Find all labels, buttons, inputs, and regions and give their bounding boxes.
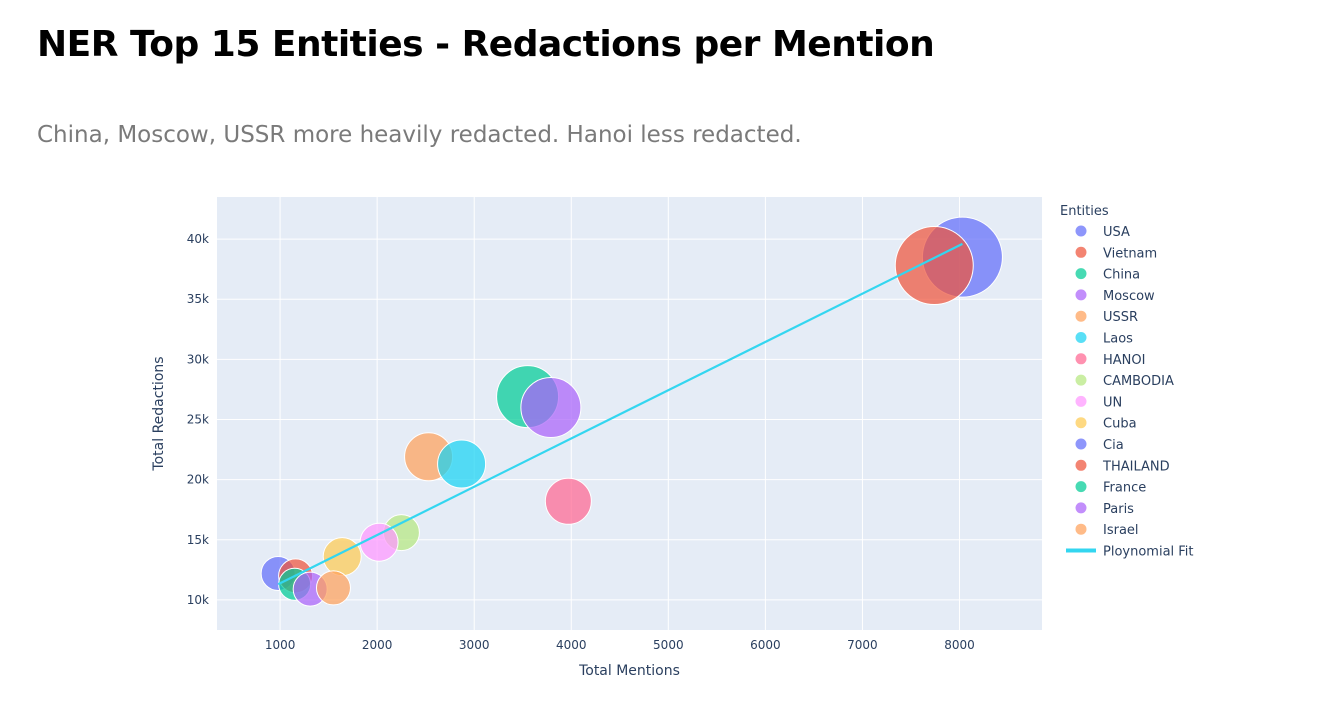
y-tick-label: 40k [187, 232, 209, 246]
legend-title: Entities [1060, 204, 1109, 219]
y-tick-label: 20k [187, 473, 209, 487]
legend-marker [1075, 289, 1087, 301]
legend-item-hanoi[interactable]: HANOI [1075, 353, 1146, 368]
legend-marker [1075, 374, 1087, 386]
legend-marker [1075, 332, 1087, 343]
bubble-hanoi[interactable] [544, 477, 592, 525]
legend-item-cambodia[interactable]: CAMBODIA [1075, 374, 1174, 389]
legend-label: France [1103, 481, 1146, 496]
legend-marker [1075, 438, 1087, 450]
legend-item-thailand[interactable]: THAILAND [1075, 459, 1170, 474]
legend-marker [1075, 353, 1087, 365]
legend: Entities USA Vietnam China Moscow USSR Laos HA… [1060, 204, 1194, 560]
y-tick-label: 35k [187, 292, 209, 306]
legend-label: USSR [1103, 310, 1138, 325]
y-tick-label: 15k [187, 533, 209, 547]
bubble-cuba[interactable] [322, 537, 362, 577]
y-tick-labels: 10k 15k 20k 25k 30k 35k 40k [187, 232, 209, 607]
legend-item-cuba[interactable]: Cuba [1075, 417, 1137, 432]
y-tick-label: 10k [187, 593, 209, 607]
x-axis-title: Total Mentions [578, 663, 680, 679]
legend-marker [1075, 225, 1087, 237]
bubble-vietnam[interactable] [894, 226, 974, 306]
legend-label: Vietnam [1103, 246, 1157, 261]
legend-marker [1075, 523, 1087, 535]
page-subtitle: China, Moscow, USSR more heavily redacte… [37, 122, 802, 148]
bubble-moscow[interactable] [520, 376, 582, 438]
legend-label: Cia [1103, 438, 1124, 453]
bubble-un[interactable] [359, 522, 399, 562]
x-tick-label: 8000 [944, 638, 975, 652]
legend-item-cia[interactable]: Cia [1075, 438, 1124, 453]
page-title: NER Top 15 Entities - Redactions per Men… [37, 24, 935, 65]
legend-item-moscow[interactable]: Moscow [1075, 289, 1156, 304]
y-gridlines [217, 238, 1042, 601]
legend-label: HANOI [1103, 353, 1145, 368]
legend-label: THAILAND [1102, 459, 1170, 474]
legend-marker [1075, 310, 1087, 322]
legend-item-fit[interactable]: Ploynomial Fit [1066, 545, 1194, 560]
legend-label: Laos [1103, 332, 1133, 347]
x-tick-label: 4000 [556, 638, 587, 652]
legend-marker [1075, 417, 1087, 429]
legend-label: Ploynomial Fit [1103, 545, 1194, 560]
x-tick-label: 2000 [362, 638, 393, 652]
x-tick-label: 5000 [653, 638, 684, 652]
x-tick-labels: 1000 2000 3000 4000 5000 6000 7000 8000 [265, 638, 975, 652]
x-tick-label: 1000 [265, 638, 296, 652]
legend-item-usa[interactable]: USA [1075, 225, 1131, 240]
legend-item-paris[interactable]: Paris [1075, 502, 1135, 517]
bubble-layer [260, 216, 1003, 607]
y-tick-label: 25k [187, 413, 209, 427]
legend-marker [1075, 246, 1087, 258]
legend-marker [1075, 502, 1087, 514]
legend-item-france[interactable]: France [1075, 481, 1147, 496]
legend-label: Israel [1103, 523, 1139, 538]
legend-label: UN [1103, 395, 1122, 410]
y-tick-label: 30k [187, 352, 209, 366]
legend-item-un[interactable]: UN [1075, 395, 1123, 410]
legend-label: USA [1103, 225, 1130, 240]
legend-item-china[interactable]: China [1075, 268, 1141, 283]
bubble-israel[interactable] [315, 570, 351, 606]
polynomial-fit-line [277, 242, 963, 586]
y-axis-title: Total Redactions [151, 356, 167, 471]
x-tick-label: 6000 [750, 638, 781, 652]
legend-item-laos[interactable]: Laos [1075, 332, 1134, 347]
legend-marker [1075, 459, 1087, 471]
legend-label: Cuba [1103, 417, 1137, 432]
legend-label: CAMBODIA [1103, 374, 1174, 389]
x-tick-label: 3000 [459, 638, 490, 652]
legend-marker [1075, 395, 1087, 407]
legend-item-vietnam[interactable]: Vietnam [1075, 246, 1158, 261]
legend-label: China [1103, 268, 1140, 283]
legend-marker [1075, 268, 1087, 280]
legend-label: Paris [1103, 502, 1134, 517]
legend-item-israel[interactable]: Israel [1075, 523, 1139, 538]
legend-item-ussr[interactable]: USSR [1075, 310, 1139, 325]
x-tick-label: 7000 [847, 638, 878, 652]
legend-label: Moscow [1103, 289, 1155, 304]
bubble-laos[interactable] [437, 439, 487, 489]
legend-marker [1075, 481, 1087, 493]
